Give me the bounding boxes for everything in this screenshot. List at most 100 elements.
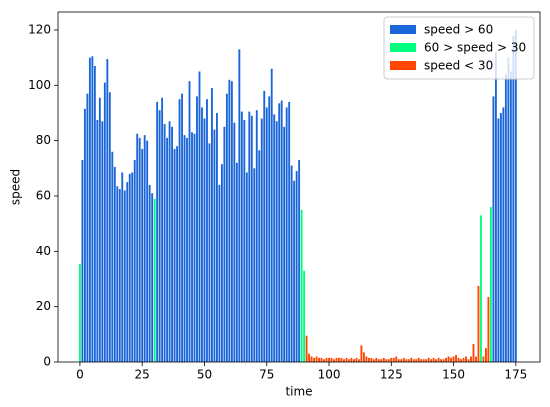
bar [382,357,385,362]
bar [233,122,236,362]
bar [131,172,134,362]
bar [489,207,492,362]
bar [278,103,281,362]
bar [348,359,350,362]
bar [497,118,500,363]
bar [156,101,159,362]
bar [395,356,398,362]
bar [494,52,497,362]
bar [101,121,104,362]
bar [161,97,164,362]
bar [315,356,318,362]
bar [143,135,146,362]
bar [93,65,96,362]
bar [345,357,348,362]
bar [360,345,363,362]
bar [377,359,380,362]
bar [392,357,395,362]
bar [220,164,223,362]
bar [198,71,201,362]
bar [445,357,448,362]
y-tick-label: 100 [28,78,51,92]
bar [213,129,216,362]
bar [472,344,475,362]
legend-swatch [390,25,416,34]
bar [432,357,435,362]
bar [153,198,156,362]
bar [430,359,433,362]
bar [138,137,141,362]
bar [323,359,325,362]
bar [173,148,176,362]
bar [273,114,276,362]
bar [248,111,251,363]
bar [275,121,278,362]
bar [303,270,306,362]
bar [328,357,330,362]
bar [111,151,114,362]
bar [313,357,316,362]
bar [183,135,186,362]
bar [201,107,203,362]
bar [230,81,233,363]
bar [380,359,383,362]
bar [350,357,353,362]
bar [462,357,465,362]
bar [270,68,273,363]
bar [186,137,188,362]
bar [91,56,94,363]
bar [320,357,323,362]
bar [106,59,109,362]
bar [280,100,283,363]
legend-swatch [390,43,416,52]
legend-frame [383,16,535,80]
bar [146,140,149,362]
bar [176,146,179,362]
plot-frame [57,11,541,363]
x-axis-label: time [285,385,312,399]
bar [512,35,515,362]
bar [507,57,510,363]
x-tick-label: 125 [380,368,403,382]
bar [141,148,144,362]
bar [422,359,425,362]
y-tick-label: 60 [36,188,51,202]
bar [475,356,477,362]
y-tick-label: 120 [28,22,51,36]
bar [335,357,338,362]
bar [318,357,320,362]
bar [352,359,355,362]
bar [375,357,378,362]
bar [250,115,253,362]
bar [452,356,455,362]
bar [126,182,129,362]
bar [330,357,333,362]
bar [113,166,116,362]
bar [355,357,358,362]
bar [268,96,271,362]
bar [228,79,231,362]
bar [435,359,438,362]
bar [78,263,81,362]
legend-label: speed < 30 [424,59,493,73]
bar [485,348,487,362]
bar [258,150,261,362]
x-tick-label: 150 [442,368,465,382]
y-tick-label: 40 [36,244,51,258]
bar [514,29,517,362]
bar [417,357,420,362]
x-tick-label: 25 [135,368,150,382]
bar [260,118,263,363]
bar [283,126,286,362]
bar [325,357,328,362]
bar [253,168,256,362]
bar [340,357,343,362]
bar [215,112,218,362]
bar [218,184,221,362]
bar [243,119,246,362]
bar [285,107,288,362]
bar [362,352,365,362]
bar [123,190,126,362]
bar [235,162,238,362]
